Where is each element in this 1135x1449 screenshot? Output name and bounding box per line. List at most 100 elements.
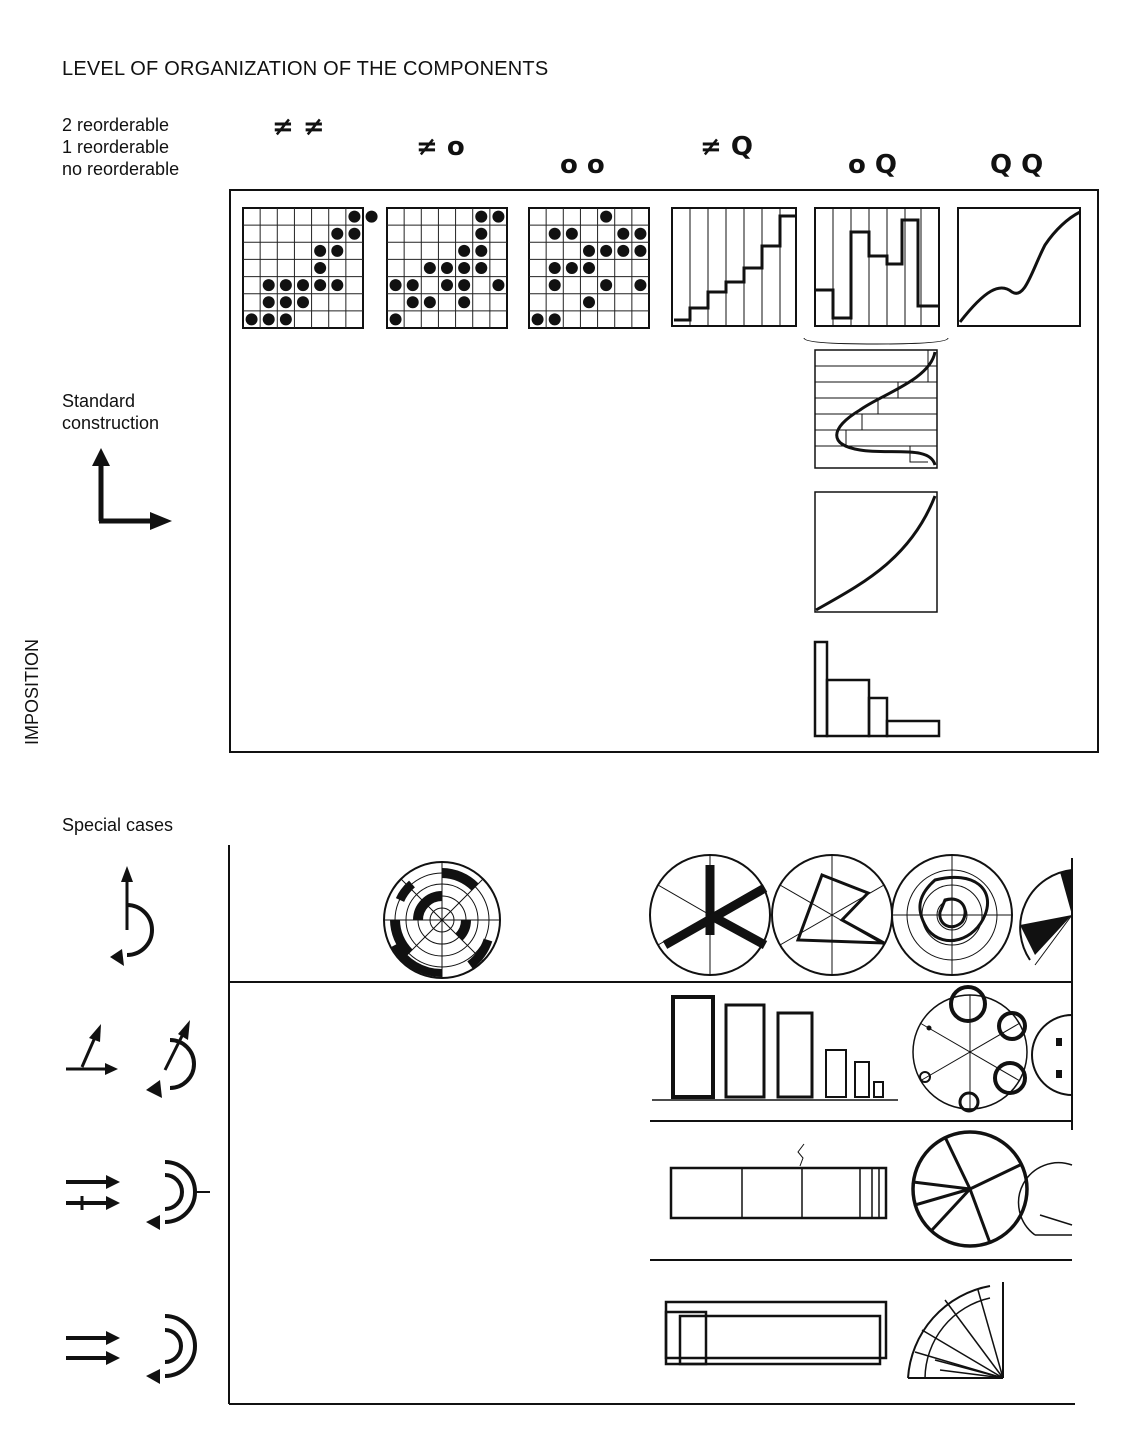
orthogonal-axes-icon [92, 448, 172, 530]
diagram-title: LEVEL OF ORGANIZATION OF THE COMPONENTS [62, 58, 549, 80]
matrix-dot [458, 279, 471, 292]
matrix-dot [492, 210, 505, 223]
matrix-dot [331, 279, 344, 292]
standard-construction-frame [229, 189, 1099, 753]
matrix-dot [331, 244, 344, 257]
legend-two-reorderable: 2 reorderable [62, 115, 170, 135]
overlapping-bar-chart [664, 1300, 888, 1366]
standard-label-line1: Standard [62, 391, 136, 411]
oblique-polar-icon [146, 1020, 196, 1098]
matrix-dot [548, 279, 561, 292]
matrix-dot [441, 262, 453, 274]
dot-matrix-chart [528, 207, 650, 329]
matrix-dot [548, 262, 561, 274]
matrix-dot [441, 279, 453, 292]
legend-one-reorderable: 1 reorderable [62, 137, 170, 157]
step-chart-ordered [671, 207, 797, 327]
matrix-dot [262, 313, 275, 326]
matrix-dot [314, 262, 327, 274]
special-cases-label: Special cases [62, 815, 174, 835]
matrix-dot [600, 279, 613, 292]
matrix-dot [548, 313, 561, 326]
matrix-dot [297, 279, 309, 292]
matrix-dot [279, 313, 292, 326]
column-symbols-4: ≠ Q [700, 132, 753, 162]
bar-chart-ordered [652, 995, 898, 1101]
matrix-dot [348, 227, 361, 240]
matrix-dot [279, 296, 292, 309]
matrix-dot [531, 313, 544, 326]
matrix-dot [406, 296, 419, 309]
column-symbols-5: o Q [848, 150, 897, 180]
column-symbols-1: ≠ ≠ [272, 112, 325, 142]
matrix-dot [475, 262, 488, 274]
matrix-dot [245, 313, 258, 326]
column-symbols-3: o o [560, 150, 605, 180]
legend-no-reorderable: no reorderable [62, 159, 180, 179]
matrix-dot [365, 210, 378, 223]
matrix-dot [297, 296, 309, 309]
partial-sector-chart-row3 [1017, 1161, 1073, 1236]
matrix-dot [262, 296, 275, 309]
matrix-dot [475, 210, 488, 223]
polar-construction-icon [110, 866, 154, 966]
column-symbols-2: ≠ o [416, 132, 465, 162]
radar-line-chart [771, 854, 893, 976]
polar-bubble-chart [912, 985, 1028, 1113]
matrix-dot [617, 227, 630, 240]
matrix-dot [348, 210, 361, 223]
matrix-dot [423, 296, 436, 309]
matrix-dot [458, 296, 471, 309]
matrix-dot [583, 244, 595, 257]
matrix-dot [492, 279, 505, 292]
matrix-dot [475, 244, 488, 257]
polar-marker-chart-partial [1031, 1014, 1073, 1096]
cumulative-curve-chart [814, 491, 938, 613]
matrix-dot [279, 279, 292, 292]
double-parallel-arrows-icon [66, 1175, 120, 1210]
ordered-bar-histogram [813, 640, 941, 738]
standard-label-line2: construction [62, 413, 160, 433]
matrix-dot [458, 244, 471, 257]
polar-sector-chart-partial [1019, 869, 1073, 966]
dot-matrix-chart [242, 207, 378, 329]
matrix-dot [475, 227, 488, 240]
matrix-dot [331, 227, 344, 240]
step-chart-unordered [803, 207, 949, 345]
standard-construction-label: Standard construction [62, 390, 159, 434]
smooth-curve-chart [957, 207, 1081, 327]
distribution-histogram-chart [814, 349, 938, 469]
double-concentric-arcs-icon [146, 1160, 210, 1230]
oblique-arrow-icon [66, 1024, 118, 1075]
matrix-dot [389, 279, 402, 292]
matrix-dot [548, 227, 561, 240]
polar-star-chart [649, 854, 771, 976]
matrix-dot [565, 227, 578, 240]
segmented-bar-chart [669, 1143, 888, 1220]
matrix-dot [634, 279, 647, 292]
column-symbols-6: Q Q [990, 150, 1043, 180]
matrix-dot [458, 262, 471, 274]
matrix-dot [389, 313, 402, 326]
polar-matrix-chart [383, 861, 501, 979]
matrix-dot [583, 296, 595, 309]
reorderability-legend: 2 reorderable 1 reorderable no reorderab… [62, 114, 179, 180]
matrix-dot [634, 227, 647, 240]
quarter-polar-sector-chart [907, 1282, 1004, 1379]
matrix-dot [406, 279, 419, 292]
matrix-dot [600, 210, 613, 223]
radar-web-chart [891, 854, 1013, 976]
matrix-dot [634, 244, 647, 257]
double-arrows-icon [66, 1331, 120, 1365]
matrix-dot [617, 244, 630, 257]
dot-matrix-chart [386, 207, 508, 329]
double-arcs-icon [146, 1314, 197, 1384]
matrix-dot [583, 262, 595, 274]
matrix-dot [262, 279, 275, 292]
matrix-dot [423, 262, 436, 274]
matrix-dot [600, 244, 613, 257]
matrix-dot [314, 244, 327, 257]
matrix-charts [242, 207, 650, 329]
pie-chart [911, 1130, 1029, 1248]
